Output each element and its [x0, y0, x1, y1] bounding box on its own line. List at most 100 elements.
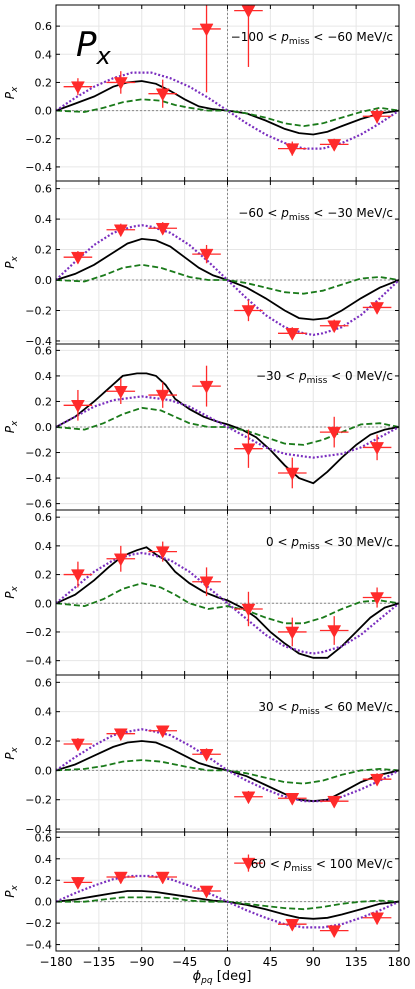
data-point: [234, 299, 263, 322]
y-tick-label: −0.2: [25, 133, 52, 146]
y-tick-label: 0.2: [35, 395, 53, 408]
region-label: −100 < pmiss < −60 MeV/c: [231, 30, 393, 47]
model-curves: [56, 874, 399, 929]
data-point: [277, 141, 307, 157]
data-point: [319, 416, 349, 448]
y-tick-label: −0.4: [25, 939, 52, 952]
data-point: [319, 925, 349, 939]
data-point: [192, 748, 221, 762]
y-tick-label: 0.0: [35, 105, 53, 118]
data-point: [63, 738, 93, 752]
data-point: [277, 918, 307, 932]
y-axis-label: Px: [3, 885, 20, 898]
data-point: [277, 327, 307, 341]
y-tick-label: 0.2: [35, 735, 53, 748]
model-black-curve: [56, 237, 399, 321]
panel-5: −0.4 −0.2 0.0 0.2 0.4 0.6 Px 30 < pmiss < 60 Me…: [3, 674, 400, 836]
data-point: [362, 911, 392, 926]
data-point: [362, 773, 392, 787]
y-tick-label: 0.6: [35, 676, 53, 689]
data-point: [234, 854, 263, 872]
data-points: [63, 222, 392, 341]
y-tick-label: 0.4: [35, 213, 53, 226]
data-point: [277, 457, 307, 489]
y-tick-label: −0.2: [25, 794, 52, 807]
data-points: [63, 854, 392, 939]
data-point: [319, 795, 349, 809]
y-tick-label: −0.2: [25, 304, 52, 317]
y-tick-label: 0.4: [35, 370, 53, 383]
y-tick-label: 0.2: [35, 244, 53, 257]
data-point: [192, 5, 221, 93]
y-tick-label: −0.2: [25, 917, 52, 930]
x-tick-label: −180: [40, 955, 73, 969]
y-tick-label: 0.0: [35, 896, 53, 909]
data-point: [277, 617, 307, 647]
y-tick-label: −0.2: [25, 447, 52, 460]
region-label: −30 < pmiss < 0 MeV/c: [256, 369, 393, 386]
model-green-curve: [56, 582, 399, 625]
panel-4: −0.4 −0.2 0.0 0.2 0.4 0.6 Px 0 < pmiss < 30 MeV…: [3, 509, 400, 676]
data-point: [148, 222, 178, 236]
data-point: [63, 389, 93, 421]
model-purple-curve: [56, 395, 399, 459]
figure-big-label: Px: [76, 25, 112, 70]
y-tick-label: −0.4: [25, 823, 52, 836]
data-point: [234, 5, 263, 67]
region-label: 0 < pmiss < 30 MeV/c: [266, 535, 393, 552]
data-point: [106, 378, 136, 405]
x-tick-label: 0: [224, 955, 232, 969]
y-tick-label: 0.6: [35, 344, 53, 357]
y-axis-label: Px: [3, 747, 20, 760]
y-tick-label: 0.0: [35, 274, 53, 287]
data-point: [192, 885, 221, 899]
data-point: [277, 793, 307, 806]
y-tick-label: −0.4: [25, 161, 52, 174]
panel-1: −0.4 −0.2 0.0 0.2 0.4 0.6 Px −100 < pmiss < −60…: [3, 4, 400, 182]
panel-2: −0.4 −0.2 0.0 0.2 0.4 0.6 Px −60 < pmiss < −30 …: [3, 180, 400, 348]
data-point: [319, 138, 349, 152]
data-point: [63, 78, 93, 96]
panel-6: −0.4 −0.2 0.0 0.2 0.4 0.6 Px 60 < pmiss < 100 M…: [3, 831, 410, 969]
y-tick-label: 0.2: [35, 76, 53, 89]
data-point: [362, 434, 392, 461]
data-point: [192, 567, 221, 597]
y-tick-label: 0.6: [35, 183, 53, 196]
x-tick-label: 90: [306, 955, 321, 969]
data-point: [106, 223, 136, 238]
y-tick-label: −0.2: [25, 626, 52, 639]
y-tick-label: −0.4: [25, 335, 52, 348]
data-point: [148, 541, 178, 562]
x-tick-label: −45: [172, 955, 197, 969]
x-axis-label: ϕpq [deg]: [193, 969, 252, 986]
x-tick-label: −90: [129, 955, 154, 969]
y-tick-label: 0.4: [35, 853, 53, 866]
panel-3: −0.6 −0.4 −0.2 0.0 0.2 0.4 0.6 Px −30 < pmiss < …: [3, 343, 400, 511]
data-point: [106, 545, 136, 572]
data-point: [106, 871, 136, 885]
y-tick-label: −0.4: [25, 655, 52, 668]
data-point: [234, 591, 263, 627]
y-tick-label: 0.6: [35, 20, 53, 33]
data-point: [148, 382, 178, 408]
region-label: 30 < pmiss < 60 MeV/c: [258, 700, 393, 717]
y-tick-label: 0.4: [35, 706, 53, 719]
data-points: [63, 5, 392, 157]
data-point: [63, 877, 93, 890]
y-tick-label: 0.6: [35, 511, 53, 524]
data-point: [148, 79, 178, 108]
y-tick-label: −0.6: [25, 498, 52, 511]
y-tick-label: 0.4: [35, 540, 53, 553]
data-points: [63, 725, 392, 809]
y-axis-label: Px: [3, 256, 20, 269]
region-label: 60 < pmiss < 100 MeV/c: [251, 857, 393, 874]
data-point: [319, 616, 349, 645]
x-tick-label: −135: [82, 955, 115, 969]
model-purple-curve: [56, 874, 399, 929]
data-point: [234, 429, 263, 468]
data-points: [63, 365, 392, 489]
region-label: −60 < pmiss < −30 MeV/c: [238, 206, 393, 223]
data-point: [63, 251, 93, 265]
data-point: [362, 301, 392, 315]
